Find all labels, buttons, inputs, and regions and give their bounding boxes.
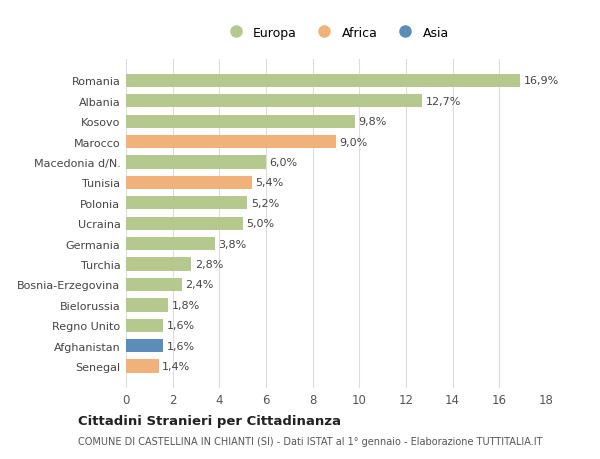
Text: 12,7%: 12,7% <box>426 96 461 106</box>
Bar <box>126 197 247 210</box>
Bar <box>126 360 158 373</box>
Text: 1,6%: 1,6% <box>167 320 195 330</box>
Text: 2,8%: 2,8% <box>195 259 223 269</box>
Text: 3,8%: 3,8% <box>218 239 247 249</box>
Bar <box>126 339 163 353</box>
Bar <box>126 217 242 230</box>
Text: 16,9%: 16,9% <box>524 76 559 86</box>
Bar <box>126 115 355 129</box>
Bar <box>126 278 182 291</box>
Bar <box>126 258 191 271</box>
Bar <box>126 319 163 332</box>
Bar <box>126 237 215 251</box>
Bar <box>126 176 252 190</box>
Bar <box>126 156 266 169</box>
Text: 1,4%: 1,4% <box>162 361 190 371</box>
Text: 9,0%: 9,0% <box>340 137 368 147</box>
Text: 5,2%: 5,2% <box>251 198 279 208</box>
Bar <box>126 299 168 312</box>
Text: 2,4%: 2,4% <box>185 280 214 290</box>
Legend: Europa, Africa, Asia: Europa, Africa, Asia <box>223 27 449 39</box>
Text: 5,4%: 5,4% <box>256 178 284 188</box>
Text: 1,8%: 1,8% <box>172 300 200 310</box>
Text: 9,8%: 9,8% <box>358 117 386 127</box>
Text: 5,0%: 5,0% <box>246 219 274 229</box>
Bar <box>126 136 336 149</box>
Bar <box>126 75 520 88</box>
Text: COMUNE DI CASTELLINA IN CHIANTI (SI) - Dati ISTAT al 1° gennaio - Elaborazione T: COMUNE DI CASTELLINA IN CHIANTI (SI) - D… <box>78 437 542 446</box>
Bar <box>126 95 422 108</box>
Text: 6,0%: 6,0% <box>269 158 298 168</box>
Text: Cittadini Stranieri per Cittadinanza: Cittadini Stranieri per Cittadinanza <box>78 414 341 428</box>
Text: 1,6%: 1,6% <box>167 341 195 351</box>
